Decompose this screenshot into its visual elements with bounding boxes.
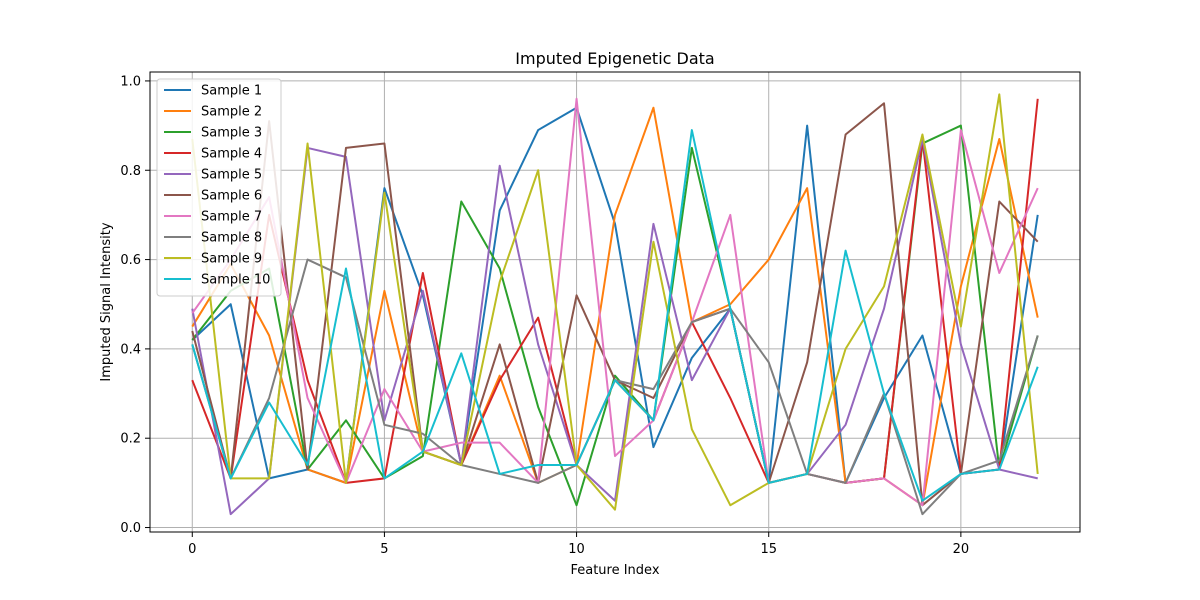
legend-label-sample-2: Sample 2 — [201, 105, 262, 120]
series-line-sample-10 — [191, 129, 1039, 502]
legend-label-sample-8: Sample 8 — [201, 231, 262, 246]
y-tick-label: 0.4 — [120, 342, 141, 357]
legend-label-sample-5: Sample 5 — [201, 168, 262, 183]
legend-label-sample-3: Sample 3 — [201, 126, 262, 141]
legend-label-sample-7: Sample 7 — [201, 210, 262, 225]
legend-box — [156, 78, 282, 297]
y-tick-label: 0.8 — [120, 164, 141, 179]
x-tick-label: 15 — [760, 542, 777, 557]
legend-label-sample-9: Sample 9 — [201, 252, 262, 267]
x-tick-label: 20 — [953, 542, 970, 557]
grid — [150, 72, 1080, 532]
y-tick-label: 1.0 — [120, 74, 141, 89]
legend-label-sample-1: Sample 1 — [201, 84, 262, 99]
x-tick-label: 10 — [568, 542, 585, 557]
legend-label-sample-10: Sample 10 — [201, 273, 270, 288]
y-axis-title: Imputed Signal Intensity — [99, 222, 114, 381]
axis-ticks: 0 5 10 15 20 0.0 0.2 0.4 0.6 0.8 1.0 — [120, 74, 969, 557]
x-tick-label: 5 — [380, 542, 388, 557]
plot-frame — [149, 71, 1081, 533]
legend: Sample 1 Sample 2 Sample 3 Sample 4 Sample 5… — [156, 78, 282, 297]
series-line-sample-7 — [191, 97, 1039, 507]
y-tick-label: 0.6 — [120, 253, 141, 268]
series-line-sample-5 — [191, 137, 1038, 516]
y-tick-label: 0.2 — [120, 432, 141, 447]
legend-label-sample-4: Sample 4 — [201, 147, 262, 162]
y-tick-label: 0.0 — [120, 521, 141, 536]
x-tick-label: 0 — [188, 542, 196, 557]
series-line-sample-9 — [191, 93, 1039, 511]
legend-label-sample-6: Sample 6 — [201, 189, 262, 204]
series-lines — [191, 93, 1039, 516]
x-axis-title: Feature Index — [570, 563, 659, 578]
chart-title: Imputed Epigenetic Data — [515, 49, 714, 68]
